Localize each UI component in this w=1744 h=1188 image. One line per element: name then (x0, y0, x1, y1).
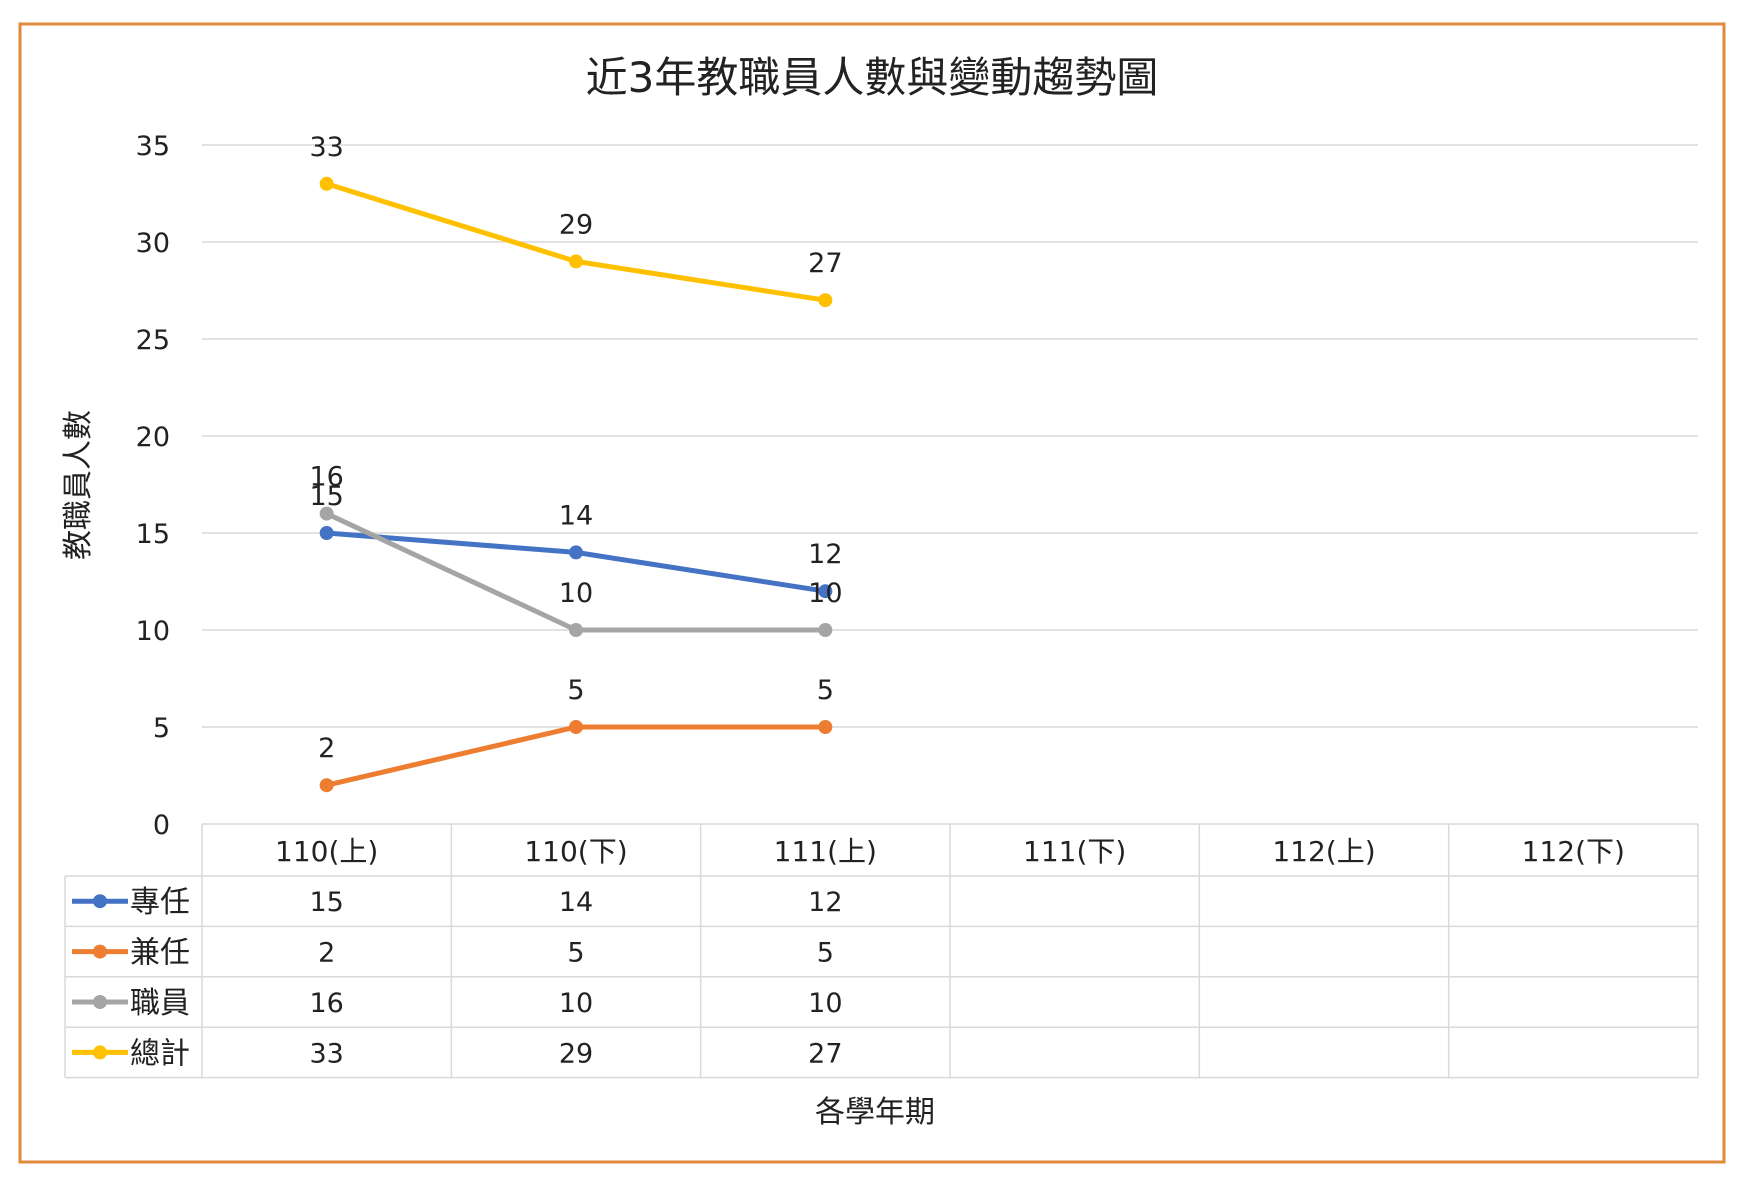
data-point (818, 720, 833, 734)
x-category-label: 112(下) (1522, 835, 1625, 868)
table-cell-value: 33 (309, 1038, 343, 1069)
data-label: 10 (559, 578, 593, 609)
data-labels: 15 14 12 2 5 5 16 10 10 33 29 27 (309, 132, 842, 764)
table-cell-value: 27 (808, 1038, 842, 1069)
data-label: 16 (309, 462, 343, 493)
data-point (319, 778, 334, 793)
table-cell-value: 5 (817, 938, 834, 969)
y-tick-label: 30 (136, 228, 170, 259)
data-label: 5 (567, 675, 584, 706)
legend-label: 專任 (130, 885, 190, 920)
chart-title: 近3年教職員人數與變動趨勢圖 (586, 53, 1159, 102)
legend-label: 兼任 (130, 936, 190, 971)
x-category-label: 111(下) (1023, 835, 1126, 868)
data-point (569, 623, 583, 637)
data-label: 10 (808, 578, 842, 609)
legend-key-marker (93, 944, 107, 959)
chart-border (18, 22, 1726, 1164)
x-axis-label: 各學年期 (815, 1095, 935, 1130)
data-point (569, 720, 583, 734)
y-tick-label: 25 (136, 325, 170, 356)
data-label: 15 (309, 481, 343, 512)
y-tick-label: 20 (136, 422, 170, 453)
data-point (569, 545, 583, 560)
data-point (818, 584, 833, 599)
y-axis-ticks: 0 5 10 15 20 25 30 35 (136, 131, 170, 841)
table-cell-value: 10 (808, 988, 842, 1019)
data-point (319, 526, 334, 540)
data-label: 14 (559, 500, 593, 531)
gridlines (202, 144, 1698, 728)
legend-key-marker (93, 1045, 107, 1060)
table-cell-value: 29 (559, 1038, 593, 1069)
data-label: 27 (808, 248, 842, 279)
y-tick-label: 5 (153, 713, 170, 744)
data-point (818, 293, 833, 308)
data-label: 12 (808, 539, 842, 570)
data-label: 2 (318, 733, 335, 764)
data-point (569, 254, 583, 269)
table-cell-value: 2 (318, 938, 335, 969)
data-label: 33 (309, 132, 343, 163)
legend-key-marker (93, 995, 107, 1009)
table-cell-value: 12 (808, 887, 842, 918)
x-category-label: 110(下) (524, 835, 627, 868)
table-cell-value: 5 (567, 938, 584, 969)
table-cell-value: 15 (309, 887, 343, 918)
y-tick-label: 15 (136, 519, 170, 550)
data-point (818, 623, 833, 637)
x-category-label: 110(上) (275, 835, 378, 868)
x-category-label: 112(上) (1272, 835, 1375, 868)
legend-key-marker (93, 894, 107, 909)
table-cell-value: 16 (309, 988, 343, 1019)
y-tick-label: 10 (136, 616, 170, 647)
data-point (319, 176, 334, 191)
data-point (319, 506, 334, 521)
data-label: 5 (817, 675, 834, 706)
data-label: 29 (559, 209, 593, 240)
y-axis-label: 教職員人數 (61, 410, 96, 560)
series-lines (319, 176, 833, 793)
table-cell-value: 14 (559, 887, 593, 918)
y-tick-label: 35 (136, 131, 170, 162)
y-tick-label: 0 (153, 810, 170, 841)
table-cell-value: 10 (559, 988, 593, 1019)
x-category-label: 111(上) (774, 835, 877, 868)
data-table: 110(上) 110(下) 111(上) 111(下) 112(上) 112(下) 專任 15… (64, 823, 1699, 1079)
legend-label: 總計 (130, 1036, 190, 1071)
legend-label: 職員 (130, 986, 190, 1021)
